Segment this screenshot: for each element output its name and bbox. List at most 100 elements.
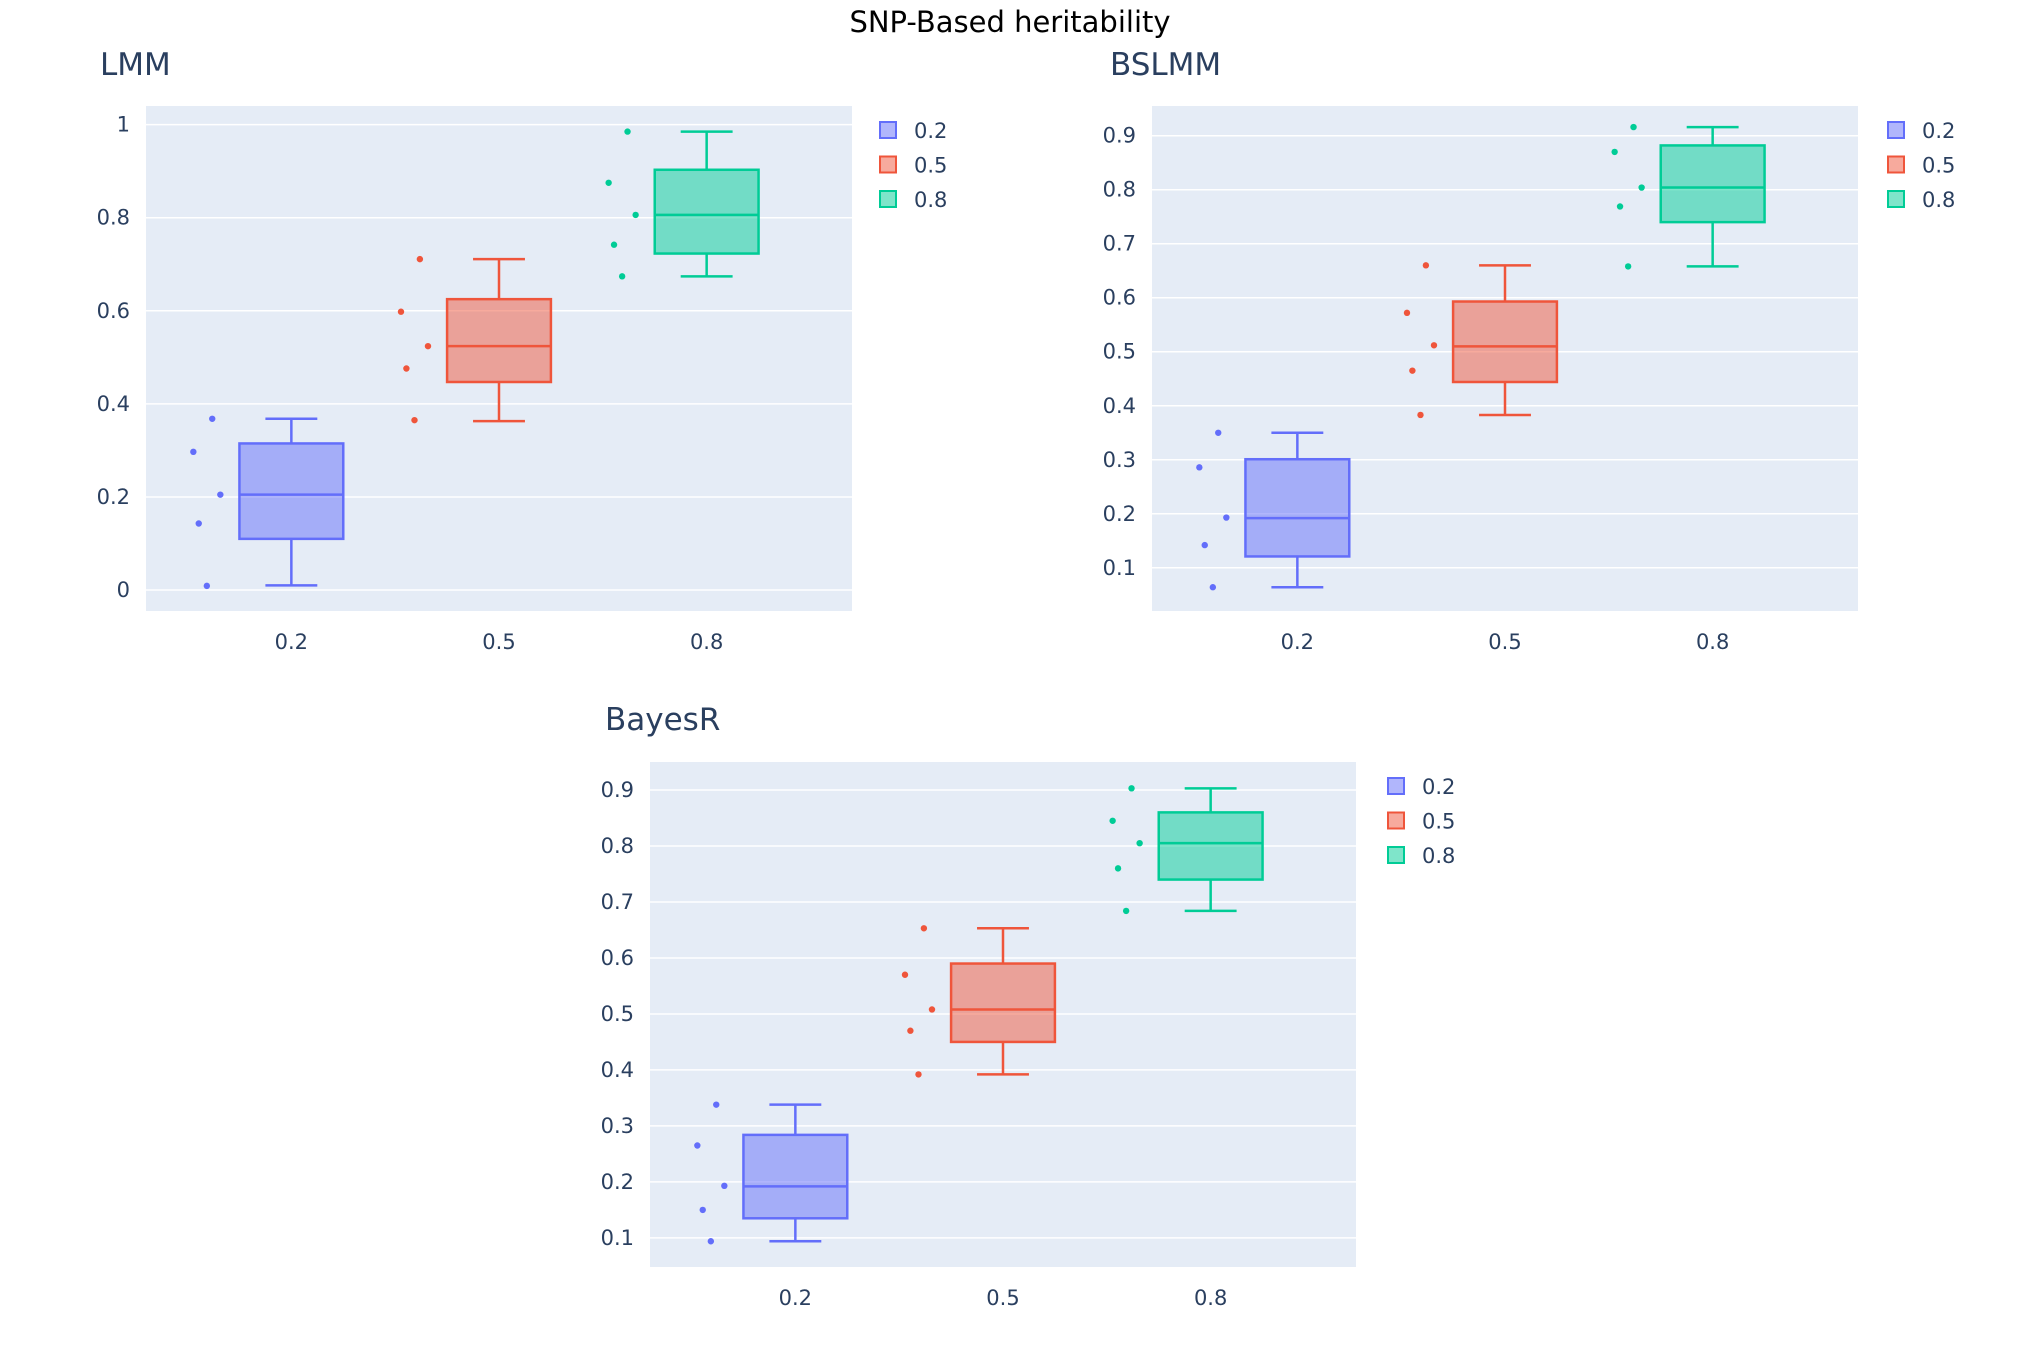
data-point[interactable] bbox=[694, 1142, 701, 1149]
data-point[interactable] bbox=[397, 308, 405, 315]
legend-item-0.8[interactable]: 0.8 bbox=[1887, 188, 1955, 212]
y-tick-label: 0.7 bbox=[601, 890, 634, 914]
legend-item-0.5[interactable]: 0.5 bbox=[1887, 154, 1955, 178]
data-point[interactable] bbox=[403, 365, 410, 372]
box-0.2 bbox=[190, 415, 345, 590]
data-point[interactable] bbox=[195, 520, 202, 527]
box-0.2 bbox=[694, 1101, 849, 1245]
y-tick-label: 0.3 bbox=[1103, 448, 1136, 472]
legend-item-0.2[interactable]: 0.2 bbox=[879, 119, 947, 143]
data-point[interactable] bbox=[707, 1238, 715, 1245]
data-point[interactable] bbox=[713, 1101, 720, 1108]
legend-swatch bbox=[1387, 777, 1405, 795]
data-point[interactable] bbox=[915, 1071, 922, 1078]
data-point[interactable] bbox=[1616, 203, 1624, 210]
x-tick-label: 0.5 bbox=[986, 1286, 1019, 1310]
legend-label: 0.8 bbox=[914, 188, 947, 212]
x-tick-label: 0.8 bbox=[1194, 1286, 1227, 1310]
data-point[interactable] bbox=[699, 1206, 706, 1214]
legend-label: 0.5 bbox=[1422, 810, 1455, 834]
x-tick-label: 0.5 bbox=[1488, 630, 1521, 654]
data-point[interactable] bbox=[610, 241, 618, 248]
data-point[interactable] bbox=[1223, 514, 1230, 521]
y-tick-label: 0.9 bbox=[1103, 124, 1136, 148]
data-point[interactable] bbox=[1109, 817, 1116, 824]
data-point[interactable] bbox=[1128, 785, 1135, 792]
legend-swatch bbox=[1387, 846, 1405, 864]
data-point[interactable] bbox=[1136, 839, 1143, 847]
legend-label: 0.8 bbox=[1422, 844, 1455, 868]
legend-item-0.8[interactable]: 0.8 bbox=[1387, 844, 1455, 868]
data-point[interactable] bbox=[203, 582, 211, 590]
data-point[interactable] bbox=[1122, 907, 1130, 915]
data-point[interactable] bbox=[624, 128, 631, 135]
legend-item-0.2[interactable]: 0.2 bbox=[1887, 119, 1955, 143]
data-point[interactable] bbox=[217, 491, 224, 498]
box-0.8 bbox=[605, 128, 760, 280]
y-tick-label: 0.3 bbox=[601, 1114, 634, 1138]
legend-swatch bbox=[1887, 121, 1905, 139]
data-point[interactable] bbox=[209, 415, 216, 422]
legend-label: 0.5 bbox=[914, 154, 947, 178]
data-point[interactable] bbox=[632, 211, 639, 219]
data-point[interactable] bbox=[1403, 309, 1411, 317]
legend-swatch bbox=[1387, 811, 1405, 830]
legend-label: 0.2 bbox=[1922, 119, 1955, 143]
y-tick-label: 0.8 bbox=[1103, 178, 1136, 202]
data-point[interactable] bbox=[1215, 429, 1222, 436]
box-0.8 bbox=[1109, 785, 1264, 915]
iqr-box bbox=[742, 1133, 849, 1220]
data-point[interactable] bbox=[1630, 123, 1637, 131]
data-point[interactable] bbox=[1638, 184, 1645, 191]
iqr-box bbox=[1244, 457, 1351, 558]
data-point[interactable] bbox=[1196, 464, 1203, 471]
y-tick-label: 0.8 bbox=[601, 834, 634, 858]
y-tick-label: 0.6 bbox=[1103, 286, 1136, 310]
data-point[interactable] bbox=[605, 179, 612, 186]
x-tick-label: 0.2 bbox=[1281, 630, 1314, 654]
data-point[interactable] bbox=[1624, 263, 1632, 270]
y-tick-label: 0.5 bbox=[1103, 340, 1136, 364]
iqr-box bbox=[1157, 811, 1264, 881]
y-tick-label: 1 bbox=[117, 113, 130, 137]
legend-item-0.5[interactable]: 0.5 bbox=[1387, 810, 1455, 834]
data-point[interactable] bbox=[416, 255, 424, 263]
iqr-box bbox=[445, 297, 553, 384]
legend-label: 0.8 bbox=[1922, 188, 1955, 212]
legend-label: 0.2 bbox=[1422, 775, 1455, 799]
x-tick-label: 0.8 bbox=[1696, 630, 1729, 654]
data-point[interactable] bbox=[618, 273, 626, 280]
legend-swatch bbox=[1887, 155, 1905, 174]
data-point[interactable] bbox=[1422, 262, 1430, 269]
data-point[interactable] bbox=[721, 1182, 728, 1190]
iqr-box bbox=[1451, 300, 1559, 384]
data-point[interactable] bbox=[1114, 865, 1122, 872]
panel-title: BayesR bbox=[605, 702, 720, 738]
data-point[interactable] bbox=[190, 448, 197, 456]
data-point[interactable] bbox=[1209, 584, 1217, 591]
box-0.5 bbox=[1403, 262, 1559, 419]
y-tick-label: 0.2 bbox=[97, 485, 130, 509]
data-point[interactable] bbox=[901, 971, 909, 978]
data-point[interactable] bbox=[1409, 367, 1416, 374]
data-point[interactable] bbox=[411, 416, 418, 424]
box-0.8 bbox=[1611, 123, 1766, 270]
data-point[interactable] bbox=[907, 1027, 914, 1034]
data-point[interactable] bbox=[1430, 342, 1438, 349]
bayesr-panel: BayesR 0.1 0.2 0.3 0.4 0.5 0.6 0.7 0.8 0.9 0.2 0.5 0… bbox=[601, 702, 1456, 1310]
data-point[interactable] bbox=[1201, 541, 1208, 549]
data-point[interactable] bbox=[424, 342, 432, 350]
y-tick-label: 0 bbox=[117, 578, 130, 602]
data-point[interactable] bbox=[920, 925, 928, 932]
legend-label: 0.2 bbox=[914, 119, 947, 143]
data-point[interactable] bbox=[1417, 411, 1424, 419]
iqr-box bbox=[949, 962, 1057, 1044]
legend-item-0.2[interactable]: 0.2 bbox=[1387, 775, 1455, 799]
legend-item-0.5[interactable]: 0.5 bbox=[879, 154, 947, 178]
data-point[interactable] bbox=[1611, 148, 1618, 156]
data-point[interactable] bbox=[928, 1006, 936, 1013]
y-tick-label: 0.4 bbox=[601, 1058, 634, 1082]
legend-item-0.8[interactable]: 0.8 bbox=[879, 188, 947, 212]
box-0.2 bbox=[1196, 429, 1351, 591]
